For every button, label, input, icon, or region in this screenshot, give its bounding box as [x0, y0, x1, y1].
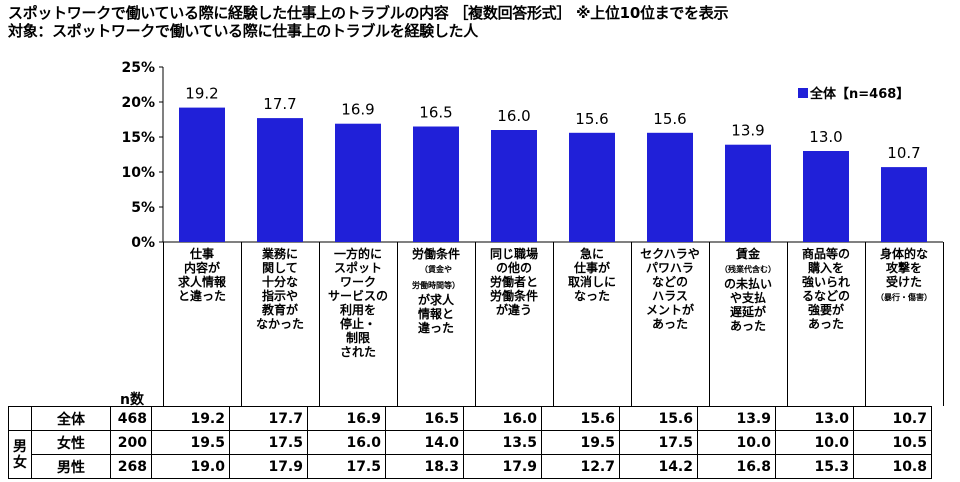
- chart-title-line-1: スポットワークで働いている際に経験した仕事上のトラブルの内容 ［複数回答形式］ …: [8, 4, 729, 22]
- bar: [179, 107, 225, 242]
- table-row: 全体 468 19.2 17.7 16.9 16.5 16.0 15.6 15.6 13.9 13.…: [8, 406, 932, 431]
- bar: [335, 123, 381, 242]
- bar: [413, 126, 459, 242]
- group-label-blank: [8, 406, 32, 431]
- table-cell: 13.0: [775, 406, 854, 431]
- data-label: 17.7: [263, 95, 296, 113]
- chart-legend: 全体【n=468】: [798, 83, 909, 102]
- y-tick-label: 0%: [131, 235, 155, 250]
- category-label: 同じ職場 の他の 労働者と 労働条件 が違う: [489, 247, 538, 317]
- table-cell: 10.8: [853, 454, 932, 479]
- data-label: 15.6: [653, 110, 686, 128]
- table-cell: 10.0: [697, 430, 776, 455]
- bar: [881, 167, 927, 242]
- data-label: 10.7: [887, 144, 920, 162]
- table-cell: 15.6: [541, 406, 620, 431]
- table-cell: 17.5: [229, 430, 308, 455]
- table-cell: 19.5: [541, 430, 620, 455]
- table-cell: 13.9: [697, 406, 776, 431]
- table-cell: 10.0: [775, 430, 854, 455]
- data-label: 13.9: [731, 122, 764, 140]
- gender-group-label: 男女: [8, 430, 32, 479]
- data-table: 全体 468 19.2 17.7 16.9 16.5 16.0 15.6 15.6 13.9 13.…: [8, 406, 932, 479]
- category-label: 一方的に スポット ワーク サービスの 利用を 停止・ 制限 された: [327, 247, 388, 359]
- y-tick-label: 10%: [121, 165, 155, 181]
- table-cell: 16.9: [307, 406, 386, 431]
- data-label: 13.0: [809, 128, 842, 146]
- category-label: 急に 仕事が 取消しに なった: [567, 247, 616, 303]
- category-label: 業務に 関して 十分な 指示や 教育が なかった: [255, 247, 304, 331]
- table-cell: 13.5: [463, 430, 542, 455]
- column-divider: [163, 242, 164, 406]
- table-cell: 12.7: [541, 454, 620, 479]
- category-label: 労働条件 （賃金や 労働時間等） が求人 情報と 違った: [411, 247, 460, 335]
- y-tick-label: 15%: [121, 130, 155, 146]
- table-cell: 19.2: [151, 406, 230, 431]
- bar-chart: 0% 5% 10% 15% 20% 25% 19.2 17.7 16.9 16.5 16.0 15.6…: [121, 60, 943, 250]
- table-cell: 14.0: [385, 430, 464, 455]
- column-divider: [319, 242, 320, 406]
- bar: [725, 144, 771, 242]
- table-cell: 18.3: [385, 454, 464, 479]
- table-cell: 16.0: [463, 406, 542, 431]
- table-row: 男女 女性 200 19.5 17.5 16.0 14.0 13.5 19.5 17.5 10.0 1…: [8, 430, 932, 479]
- column-divider: [787, 242, 788, 406]
- table-cell: 17.7: [229, 406, 308, 431]
- row-label: 男性: [31, 454, 111, 479]
- legend-swatch: [798, 87, 808, 98]
- table-cell: 10.7: [853, 406, 932, 431]
- table-cell: 17.9: [463, 454, 542, 479]
- category-label: 商品等の 購入を 強いられ るなどの 強要が あった: [801, 247, 850, 331]
- table-cell: 16.5: [385, 406, 464, 431]
- data-label: 16.5: [419, 104, 452, 122]
- y-tick-label: 5%: [131, 200, 155, 216]
- column-divider: [241, 242, 242, 406]
- column-divider: [631, 242, 632, 406]
- column-divider: [865, 242, 866, 406]
- table-row: 男性 268 19.0 17.9 17.5 18.3 17.9 12.7 14.2 16.8 15.…: [9, 454, 932, 479]
- n-caption: n数: [120, 392, 144, 408]
- row-label: 女性: [31, 430, 111, 455]
- y-tick-label: 20%: [121, 95, 155, 111]
- column-divider: [553, 242, 554, 406]
- category-label: 仕事 内容が 求人情報 と違った: [177, 247, 226, 303]
- table-cell: 17.5: [307, 454, 386, 479]
- table-cell: 19.0: [151, 454, 230, 479]
- table-cell: 16.8: [697, 454, 776, 479]
- chart-subtitle-line-2: 対象：スポットワークで働いている際に仕事上のトラブルを経験した人: [8, 22, 478, 40]
- data-label: 16.0: [497, 107, 530, 125]
- row-n: 468: [110, 406, 152, 431]
- data-label: 16.9: [341, 101, 374, 119]
- column-divider: [943, 242, 944, 406]
- data-label: 19.2: [185, 85, 218, 103]
- row-n: 200: [110, 430, 152, 455]
- column-divider: [475, 242, 476, 406]
- bar: [803, 151, 849, 242]
- table-cell: 14.2: [619, 454, 698, 479]
- legend-label: 全体【n=468】: [810, 87, 910, 102]
- bar: [491, 130, 537, 242]
- y-tick-label: 25%: [121, 60, 155, 76]
- data-label: 15.6: [575, 110, 608, 128]
- row-n: 268: [110, 454, 152, 479]
- category-label: セクハラや パワハラ などの ハラス メントが あった: [640, 247, 700, 331]
- table-cell: 15.3: [775, 454, 854, 479]
- row-label: 全体: [31, 406, 111, 431]
- table-cell: 19.5: [151, 430, 230, 455]
- table-cell: 17.9: [229, 454, 308, 479]
- table-cell: 10.5: [853, 430, 932, 455]
- column-divider: [709, 242, 710, 406]
- bar: [257, 118, 303, 242]
- column-divider: [397, 242, 398, 406]
- table-cell: 17.5: [619, 430, 698, 455]
- bar: [647, 132, 693, 242]
- category-label: 賃金 （残業代含む） の未払い や支払 遅延が あった: [720, 247, 776, 333]
- table-cell: 16.0: [307, 430, 386, 455]
- table-cell: 15.6: [619, 406, 698, 431]
- category-label: 身体的な 攻撃を 受けた （暴行・傷害）: [876, 247, 932, 302]
- bar: [569, 132, 615, 242]
